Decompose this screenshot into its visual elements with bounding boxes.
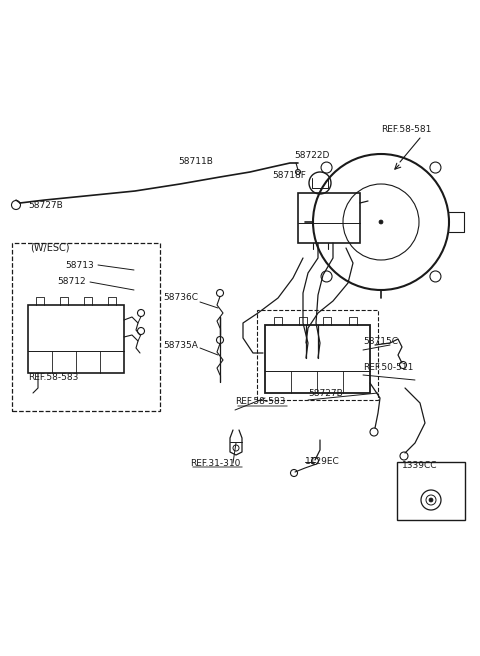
Text: REF.58-581: REF.58-581 — [381, 125, 432, 134]
Bar — [397, 462, 465, 520]
Text: REF.31-310: REF.31-310 — [190, 459, 240, 468]
Bar — [265, 325, 370, 393]
Text: 58718F: 58718F — [272, 171, 306, 180]
Text: 58711B: 58711B — [178, 157, 213, 167]
Circle shape — [379, 220, 383, 224]
Bar — [12, 243, 160, 411]
Text: 58722D: 58722D — [294, 150, 329, 159]
Text: 58715C: 58715C — [363, 337, 398, 346]
Text: 1339CC: 1339CC — [402, 461, 437, 470]
Text: (W/ESC): (W/ESC) — [30, 243, 70, 253]
Text: 58712: 58712 — [57, 277, 85, 287]
Text: 1129EC: 1129EC — [305, 457, 340, 466]
Text: 58727B: 58727B — [28, 201, 63, 209]
Text: 58727B: 58727B — [308, 388, 343, 398]
Circle shape — [429, 498, 433, 502]
Bar — [298, 193, 360, 243]
Text: 58713: 58713 — [65, 260, 94, 270]
Text: 58736C: 58736C — [163, 293, 198, 302]
Text: 58735A: 58735A — [163, 340, 198, 350]
Bar — [257, 310, 378, 400]
Bar — [28, 305, 124, 373]
Text: REF.58-583: REF.58-583 — [28, 373, 78, 382]
Text: REF.58-583: REF.58-583 — [235, 398, 286, 407]
Text: REF.50-511: REF.50-511 — [363, 363, 413, 373]
